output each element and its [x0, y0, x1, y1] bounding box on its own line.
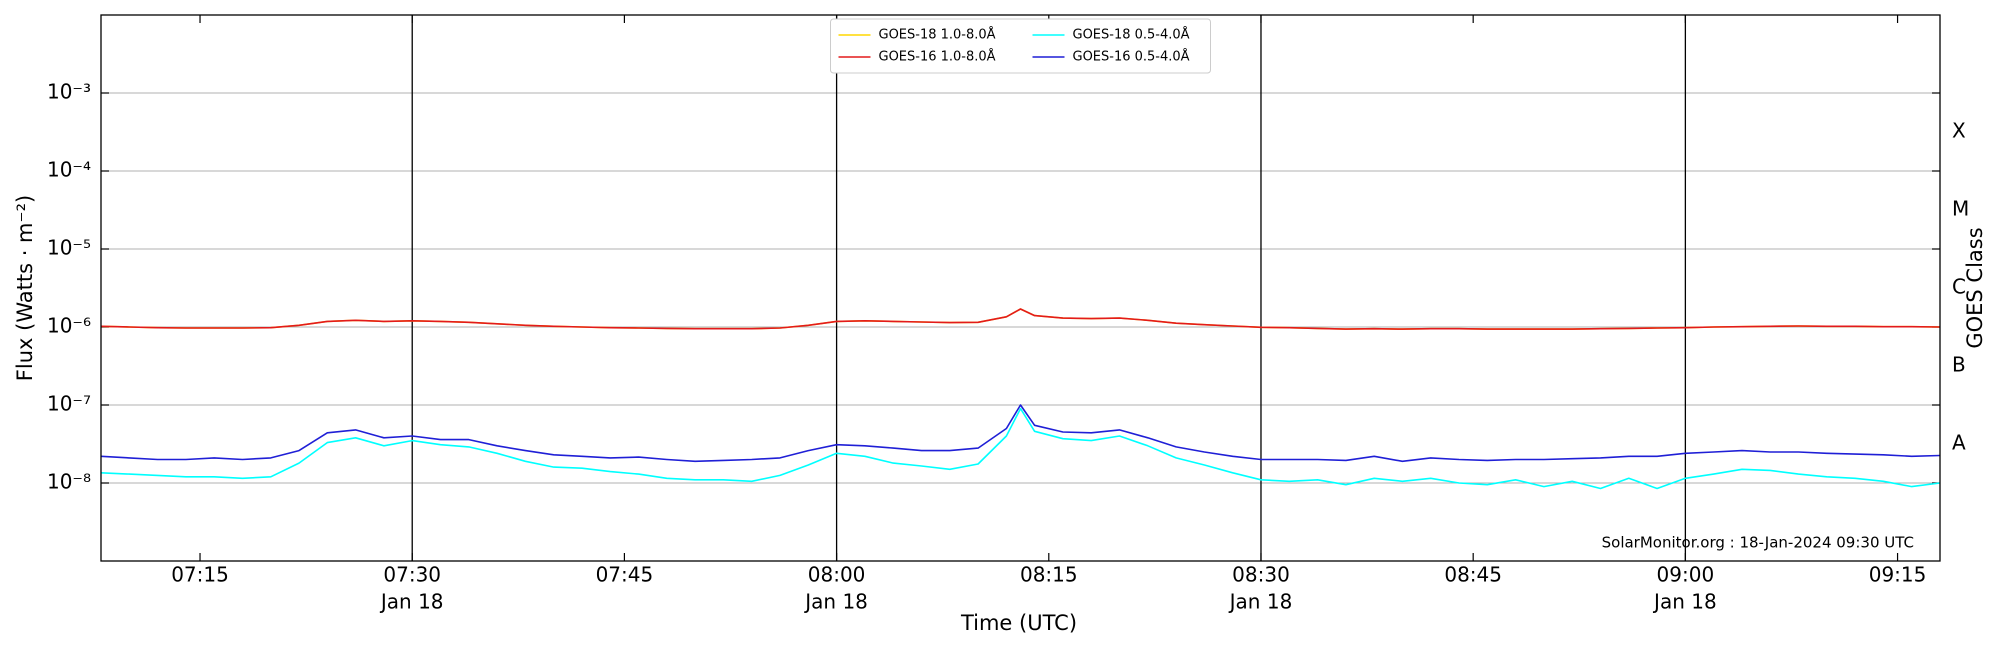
x-tick-label: 09:15 — [1869, 563, 1927, 587]
y2-axis-title: GOES Class — [1963, 227, 1987, 348]
y-tick-label: 10⁻⁴ — [47, 158, 91, 182]
x-axis-title: Time (UTC) — [960, 611, 1077, 635]
y2-tick-label: B — [1952, 353, 1966, 377]
y-tick-label: 10⁻⁸ — [47, 470, 91, 494]
y2-tick-label: M — [1952, 197, 1969, 221]
x-tick-label: 08:15 — [1020, 563, 1078, 587]
y2-tick-label: C — [1952, 275, 1966, 299]
series-line — [100, 308, 1941, 330]
footer: SolarMonitor.org : 18-Jan-2024 09:30 UTC — [1602, 534, 1914, 552]
x-tick-date: Jan 18 — [1652, 590, 1717, 614]
legend-label: GOES-16 0.5-4.0Å — [1073, 49, 1190, 65]
y2-tick-label: X — [1952, 119, 1966, 143]
x-tick-label: 07:45 — [596, 563, 654, 587]
y-tick-label: 10⁻⁷ — [47, 392, 91, 416]
x-tick-label: 09:00 — [1657, 563, 1715, 587]
series-line — [100, 404, 1941, 463]
legend-label: GOES-18 0.5-4.0Å — [1073, 27, 1190, 43]
x-tick-date: Jan 18 — [1228, 590, 1293, 614]
x-tick-label: 07:30 — [383, 563, 441, 587]
legend-box — [830, 18, 1211, 74]
plot-frame — [100, 14, 1941, 562]
y-axis-title: Flux (Watts · m⁻²) — [13, 195, 37, 381]
series-line — [100, 308, 1941, 330]
x-tick-date: Jan 18 — [803, 590, 868, 614]
y2-tick-label: A — [1952, 431, 1966, 455]
x-tick-label: 08:00 — [808, 563, 866, 587]
legend-label: GOES-18 1.0-8.0Å — [879, 27, 996, 43]
series-line — [100, 407, 1941, 490]
legend-label: GOES-16 1.0-8.0Å — [879, 49, 996, 65]
x-tick-label: 08:30 — [1232, 563, 1290, 587]
y-tick-label: 10⁻⁵ — [47, 236, 91, 260]
y-tick-label: 10⁻⁶ — [47, 314, 91, 338]
x-tick-date: Jan 18 — [379, 590, 444, 614]
x-tick-label: 08:45 — [1444, 563, 1502, 587]
y-tick-label: 10⁻³ — [47, 80, 91, 104]
x-tick-label: 07:15 — [171, 563, 229, 587]
